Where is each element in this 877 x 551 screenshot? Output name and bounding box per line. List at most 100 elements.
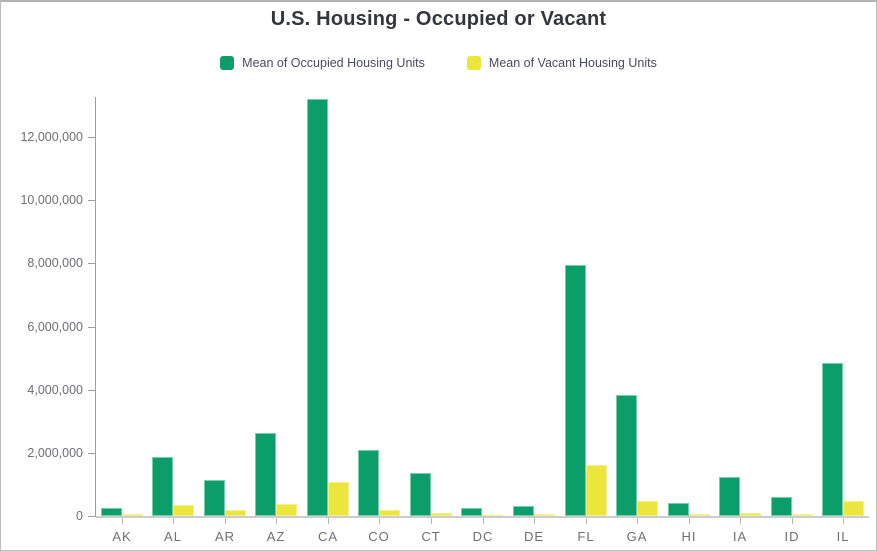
bar-vacant-CA[interactable]: [327, 482, 349, 516]
bar-vacant-FL[interactable]: [585, 465, 607, 516]
x-axis-label-DE: DE: [523, 529, 545, 544]
x-axis-label-CA: CA: [317, 529, 339, 544]
x-axis-label-HI: HI: [681, 529, 697, 544]
bar-vacant-CT[interactable]: [430, 513, 452, 516]
y-axis-tick-label: 2,000,000: [27, 446, 83, 460]
y-axis-tick: [88, 516, 95, 517]
bar-vacant-DC[interactable]: [482, 515, 504, 516]
bar-group-FL: [560, 97, 612, 516]
x-axis-label-AL: AL: [164, 529, 182, 544]
chart-title: U.S. Housing - Occupied or Vacant: [270, 8, 607, 30]
bar-occupied-IA[interactable]: [719, 477, 741, 516]
y-axis-tick-label: 6,000,000: [27, 320, 83, 334]
bar-occupied-AR[interactable]: [203, 480, 225, 516]
bar-vacant-AL[interactable]: [173, 505, 195, 516]
bar-group-CO: [354, 97, 406, 516]
bar-vacant-AK[interactable]: [121, 514, 143, 516]
occupied-swatch-icon: [220, 56, 235, 70]
x-axis-tick: [328, 518, 329, 524]
x-axis-tick: [792, 518, 793, 524]
bar-group-AR: [199, 97, 251, 516]
y-axis-tick: [88, 137, 95, 138]
bar-occupied-ID[interactable]: [770, 497, 792, 516]
y-axis-tick: [88, 390, 95, 391]
y-axis-tick: [88, 453, 95, 454]
bar-vacant-IL[interactable]: [843, 501, 865, 516]
bar-occupied-AZ[interactable]: [255, 433, 277, 516]
bar-group-IL: [817, 97, 869, 516]
x-axis-tick: [483, 518, 484, 524]
bar-occupied-DE[interactable]: [513, 506, 535, 516]
x-axis-tick: [173, 518, 174, 524]
x-axis-label-IL: IL: [836, 529, 850, 544]
y-axis-tick-label: 8,000,000: [27, 256, 83, 270]
x-axis-label-ID: ID: [784, 529, 800, 544]
y-axis-tick: [88, 200, 95, 201]
bar-occupied-FL[interactable]: [564, 265, 586, 516]
y-axis-tick: [88, 327, 95, 328]
bar-group-ID: [766, 97, 818, 516]
x-axis-tick: [689, 518, 690, 524]
legend: Mean of Occupied Housing Units Mean of V…: [1, 56, 876, 70]
bar-occupied-AK[interactable]: [100, 508, 122, 516]
x-axis-tick: [586, 518, 587, 524]
bar-vacant-AR[interactable]: [224, 510, 246, 516]
bar-group-GA: [611, 97, 663, 516]
x-axis-label-AZ: AZ: [266, 529, 286, 544]
bar-group-DC: [457, 97, 509, 516]
x-axis-label-CO: CO: [368, 529, 390, 544]
y-axis-tick-label: 12,000,000: [20, 130, 83, 144]
legend-label-vacant: Mean of Vacant Housing Units: [488, 56, 657, 70]
bar-vacant-GA[interactable]: [637, 501, 659, 516]
bar-occupied-DC[interactable]: [461, 508, 483, 516]
bar-group-AK: [96, 97, 148, 516]
vacant-swatch-icon: [466, 56, 481, 70]
bar-vacant-DE[interactable]: [534, 514, 556, 516]
bar-group-HI: [663, 97, 715, 516]
bar-occupied-CT[interactable]: [409, 473, 431, 516]
bar-vacant-HI[interactable]: [688, 514, 710, 516]
bar-occupied-IL[interactable]: [822, 363, 844, 516]
y-axis-tick-label: 4,000,000: [27, 383, 83, 397]
legend-label-occupied: Mean of Occupied Housing Units: [242, 56, 425, 70]
bar-occupied-AL[interactable]: [152, 457, 174, 516]
bar-group-IA: [714, 97, 766, 516]
x-axis-tick: [431, 518, 432, 524]
x-axis-label-GA: GA: [626, 529, 648, 544]
bar-occupied-CO[interactable]: [358, 450, 380, 516]
bar-vacant-AZ[interactable]: [276, 504, 298, 516]
x-axis-label-AK: AK: [112, 529, 132, 544]
x-axis-line: [96, 516, 869, 518]
bar-vacant-IA[interactable]: [740, 513, 762, 516]
x-axis-label-IA: IA: [732, 529, 748, 544]
x-axis-tick: [534, 518, 535, 524]
x-axis-tick: [122, 518, 123, 524]
bar-groups: [96, 97, 869, 516]
x-axis-label-CT: CT: [421, 529, 441, 544]
legend-item-vacant[interactable]: Mean of Vacant Housing Units: [466, 56, 657, 70]
y-axis-line: [95, 97, 96, 517]
legend-item-occupied[interactable]: Mean of Occupied Housing Units: [220, 56, 425, 70]
x-axis-tick: [843, 518, 844, 524]
x-axis-label-DC: DC: [472, 529, 494, 544]
bar-vacant-ID[interactable]: [791, 514, 813, 516]
bar-group-DE: [508, 97, 560, 516]
x-axis-label-AR: AR: [214, 529, 236, 544]
x-axis-tick: [379, 518, 380, 524]
y-axis-tick: [88, 263, 95, 264]
bar-occupied-GA[interactable]: [616, 395, 638, 516]
plot-area: [96, 97, 869, 516]
y-axis-tick-label: 10,000,000: [20, 193, 83, 207]
x-axis-tick: [225, 518, 226, 524]
bar-group-CA: [302, 97, 354, 516]
bar-vacant-CO[interactable]: [379, 510, 401, 516]
bar-occupied-HI[interactable]: [667, 503, 689, 516]
x-axis-tick: [276, 518, 277, 524]
bar-group-AZ: [251, 97, 303, 516]
x-axis-tick: [637, 518, 638, 524]
y-axis-tick-label: 0: [76, 509, 83, 523]
x-axis-label-FL: FL: [577, 529, 595, 544]
bar-group-AL: [148, 97, 200, 516]
x-axis-tick: [740, 518, 741, 524]
bar-occupied-CA[interactable]: [306, 99, 328, 516]
